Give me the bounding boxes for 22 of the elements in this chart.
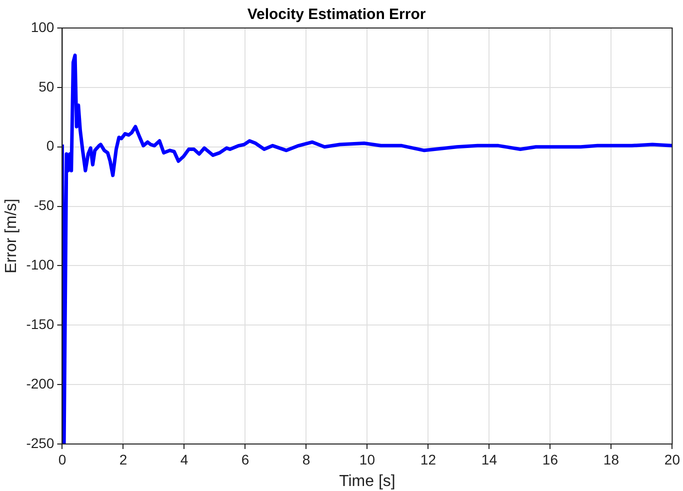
x-tick-label: 2 xyxy=(119,451,128,468)
y-axis-title: Error [m/s] xyxy=(3,198,20,274)
x-tick-label: 0 xyxy=(58,451,66,468)
x-tick-label: 6 xyxy=(241,451,250,468)
x-tick-label: 20 xyxy=(664,451,680,468)
x-tick-label: 16 xyxy=(542,451,558,468)
y-tick-label: 100 xyxy=(30,18,54,35)
y-tick-label: -50 xyxy=(34,197,54,214)
y-tick-label: -150 xyxy=(26,316,54,332)
x-tick-label: 14 xyxy=(481,451,498,468)
x-tick-label: 4 xyxy=(180,451,188,468)
y-tick-label: -100 xyxy=(26,256,54,273)
y-tick-label: 50 xyxy=(38,78,54,94)
x-tick-label: 18 xyxy=(603,451,620,468)
y-tick-label: -200 xyxy=(26,375,54,392)
y-tick-label: -250 xyxy=(26,434,54,451)
y-tick-label: 0 xyxy=(46,138,54,154)
x-axis-title: Time [s] xyxy=(339,472,396,490)
chart-title: Velocity Estimation Error xyxy=(247,6,426,24)
x-tick-label: 8 xyxy=(302,451,310,468)
x-tick-label: 12 xyxy=(420,451,436,468)
x-tick-label: 10 xyxy=(359,451,376,468)
